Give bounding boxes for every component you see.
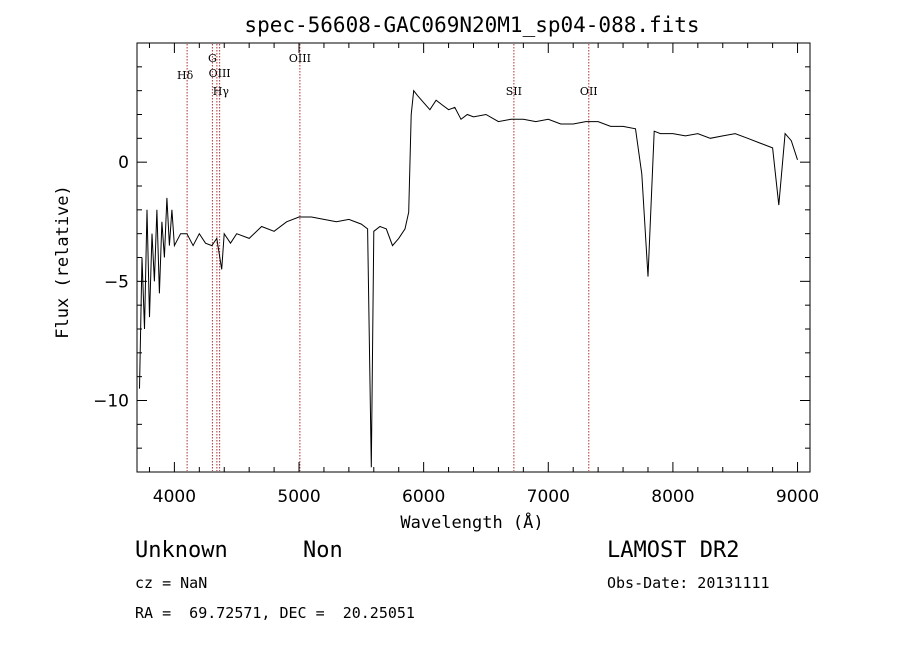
x-tick-label: 9000 <box>776 487 819 507</box>
line-marker-label: OII <box>580 85 598 98</box>
x-tick-label: 4000 <box>153 487 196 507</box>
line-marker-label: OIII <box>289 52 311 65</box>
line-marker-label: SII <box>506 85 522 98</box>
chart-title: spec-56608-GAC069N20M1_sp04-088.fits <box>244 13 699 37</box>
plot-frame <box>136 42 811 473</box>
object-subclass: Non <box>303 538 343 563</box>
coordinates-label: RA = 69.72571, DEC = 20.25051 <box>135 604 415 622</box>
line-markers: Hδ G OIII Hγ OIII SII OII <box>177 44 598 471</box>
y-axis-label: Flux (relative) <box>53 185 73 339</box>
line-marker-label: OIII <box>209 67 231 80</box>
obs-date-label: Obs-Date: 20131111 <box>607 574 770 592</box>
x-tick-label: 6000 <box>402 487 445 507</box>
axis-ticks: 4000 5000 6000 7000 8000 9000 0 −5 −10 <box>93 43 819 507</box>
survey-label: LAMOST DR2 <box>607 538 740 563</box>
line-marker-label: G <box>208 52 217 65</box>
object-class: Unknown <box>135 538 228 563</box>
y-tick-label: −10 <box>93 392 129 412</box>
x-tick-label: 8000 <box>651 487 694 507</box>
y-tick-label: −5 <box>104 272 129 292</box>
y-tick-label: 0 <box>118 153 129 173</box>
line-marker-label: Hδ <box>177 69 194 82</box>
x-tick-label: 7000 <box>527 487 570 507</box>
spectrum-line <box>139 89 798 468</box>
redshift-label: cz = NaN <box>135 574 208 592</box>
line-marker-label: Hγ <box>213 85 230 98</box>
x-axis-label: Wavelength (Å) <box>400 511 543 533</box>
x-tick-label: 5000 <box>277 487 320 507</box>
